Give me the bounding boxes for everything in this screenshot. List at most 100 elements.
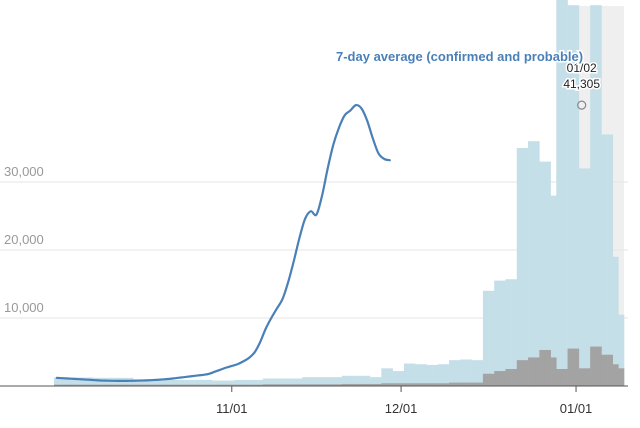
probable-cases-bar: [206, 384, 213, 386]
daily-cases-bar: [516, 148, 523, 386]
probable-cases-bar: [499, 371, 506, 386]
probable-cases-bar: [307, 384, 314, 386]
probable-cases-bar: [121, 384, 128, 386]
daily-cases-bar: [420, 364, 427, 386]
probable-cases-bar: [262, 384, 269, 386]
probable-cases-bar: [324, 384, 331, 386]
probable-cases-bar: [240, 384, 247, 386]
y-tick-label: 20,000: [4, 232, 44, 247]
probable-cases-bar: [426, 383, 433, 386]
probable-cases-bar: [392, 383, 399, 386]
peak-date-label: 01/02: [567, 61, 597, 75]
daily-cases-bar: [291, 378, 297, 386]
daily-cases-bar: [443, 364, 450, 386]
probable-cases-bar: [403, 383, 410, 386]
daily-cases-bar: [223, 380, 230, 386]
daily-cases-bar: [578, 168, 585, 386]
probable-cases-bar: [420, 383, 427, 386]
daily-cases-bar: [138, 379, 145, 386]
daily-cases-bar: [336, 377, 343, 386]
probable-cases-bar: [93, 384, 100, 386]
daily-cases-bar: [590, 5, 597, 386]
daily-cases-bar: [149, 379, 156, 386]
daily-cases-bar: [178, 379, 185, 386]
probable-cases-bar: [516, 360, 523, 386]
daily-cases-bar: [454, 360, 461, 386]
daily-cases-bar: [268, 378, 275, 386]
y-tick-label: 30,000: [4, 164, 44, 179]
daily-cases-bar: [76, 377, 83, 386]
daily-cases-bar: [494, 280, 501, 386]
daily-cases-bar: [200, 379, 207, 386]
probable-cases-bar: [539, 349, 546, 386]
probable-cases-bar: [189, 384, 196, 386]
probable-cases-bar: [87, 384, 94, 386]
probable-cases-bar: [133, 384, 139, 386]
daily-cases-bar: [471, 360, 478, 386]
probable-cases-bar: [223, 384, 230, 386]
daily-cases-bar: [341, 375, 348, 386]
probable-cases-bar: [161, 384, 168, 386]
daily-cases-bar: [426, 364, 433, 386]
probable-cases-bar: [533, 357, 540, 386]
probable-cases-bar: [505, 369, 512, 386]
probable-cases-bar: [381, 383, 388, 386]
probable-cases-bar: [465, 382, 472, 386]
probable-cases-bar: [364, 383, 371, 386]
daily-cases-bar: [601, 134, 608, 386]
peak-value-label: 41,305: [563, 77, 600, 91]
probable-cases-bar: [443, 383, 450, 386]
daily-cases-bar: [561, 0, 568, 387]
probable-cases-bar: [228, 384, 235, 386]
probable-cases-bar: [488, 373, 495, 386]
daily-cases-bar: [358, 375, 365, 386]
daily-cases-bar: [353, 375, 360, 386]
probable-cases-bar: [409, 383, 416, 386]
daily-cases-bar: [544, 161, 551, 386]
probable-cases-bar: [522, 360, 529, 386]
probable-cases-bar: [104, 384, 111, 386]
probable-cases-bar: [482, 373, 489, 386]
probable-cases-bar: [567, 348, 574, 386]
daily-cases-bar: [87, 377, 94, 386]
probable-cases-bar: [432, 383, 439, 386]
probable-cases-bar: [511, 369, 518, 386]
probable-cases-bar: [268, 384, 275, 386]
daily-cases-bar: [70, 377, 77, 386]
daily-cases-bar: [212, 380, 218, 386]
daily-cases-bar: [172, 379, 179, 386]
daily-cases-bar: [206, 379, 213, 386]
daily-cases-bar: [183, 379, 190, 386]
probable-cases-bar: [550, 357, 557, 386]
daily-cases-bar: [262, 378, 269, 386]
probable-cases-bar: [330, 384, 337, 386]
probable-cases-bar: [494, 371, 501, 386]
probable-cases-bar: [195, 384, 202, 386]
daily-cases-bar: [539, 161, 546, 386]
probable-cases-bar: [477, 382, 484, 386]
daily-cases-bar: [234, 379, 241, 386]
probable-cases-bar: [528, 357, 535, 386]
probable-cases-bar: [138, 384, 145, 386]
probable-cases-bar: [544, 349, 551, 386]
peak-marker: [577, 100, 587, 110]
probable-cases-bar: [183, 384, 190, 386]
x-tick-label: 12/01: [385, 401, 418, 416]
daily-cases-bar: [533, 141, 540, 386]
daily-cases-bar: [511, 279, 518, 386]
probable-cases-bar: [358, 383, 365, 386]
probable-cases-bar: [65, 384, 72, 386]
daily-cases-bar: [82, 377, 89, 386]
probable-cases-bar: [471, 382, 478, 386]
probable-cases-bar: [279, 384, 286, 386]
x-tick-label: 11/01: [216, 401, 248, 416]
daily-cases-bar: [437, 364, 444, 386]
daily-cases-bar: [104, 377, 111, 386]
probable-cases-bar: [573, 348, 580, 386]
daily-cases-bar: [155, 379, 162, 386]
probable-cases-bar: [116, 384, 123, 386]
probable-cases-bar: [313, 384, 320, 386]
probable-cases-bar: [460, 382, 467, 386]
